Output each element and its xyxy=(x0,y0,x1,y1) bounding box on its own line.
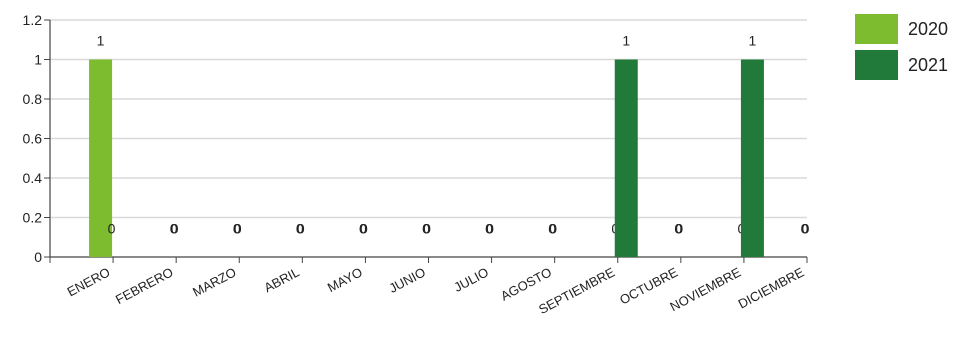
data-label: 0 xyxy=(801,221,809,237)
x-tick-label: NOVIEMBRE xyxy=(667,264,743,314)
data-label: 1 xyxy=(97,33,105,49)
data-label: 0 xyxy=(486,221,494,237)
bar-2021-noviembre xyxy=(740,59,764,257)
data-label: 0 xyxy=(108,221,116,237)
data-label: 0 xyxy=(234,221,242,237)
x-tick-label: FEBRERO xyxy=(113,264,176,307)
legend-label-2020: 2020 xyxy=(908,18,949,39)
data-label: 0 xyxy=(423,221,431,237)
y-tick-label: 0.8 xyxy=(23,91,43,107)
x-tick-label: MARZO xyxy=(190,264,238,299)
legend-label-2021: 2021 xyxy=(908,54,949,75)
legend-swatch-2020 xyxy=(855,14,898,44)
data-label: 0 xyxy=(802,221,810,237)
legend-item-2020: 2020 xyxy=(855,14,948,44)
y-tick-label: 0 xyxy=(34,249,42,265)
data-label: 0 xyxy=(549,221,557,237)
y-tick-label: 0.4 xyxy=(23,170,43,186)
data-label: 0 xyxy=(297,221,305,237)
x-tick-label: DICIEMBRE xyxy=(736,264,807,311)
x-tick-label: ENERO xyxy=(65,264,113,299)
data-label: 0 xyxy=(233,221,241,237)
y-tick-label: 0.6 xyxy=(23,131,43,147)
chart-legend: 2020 2021 xyxy=(855,14,948,86)
bar-2020-enero xyxy=(89,59,113,257)
bar-2021-septiembre xyxy=(614,59,638,257)
legend-swatch-2021 xyxy=(855,50,898,80)
data-label: 0 xyxy=(171,221,179,237)
data-label: 0 xyxy=(360,221,368,237)
data-label: 0 xyxy=(170,221,178,237)
x-tick-label: JULIO xyxy=(451,264,491,295)
y-tick-label: 1 xyxy=(34,52,42,68)
data-label: 0 xyxy=(675,221,683,237)
data-label: 0 xyxy=(359,221,367,237)
legend-item-2021: 2021 xyxy=(855,50,948,80)
data-label: 0 xyxy=(422,221,430,237)
x-tick-label: MAYO xyxy=(325,264,365,295)
data-label: 1 xyxy=(622,33,630,49)
data-label: 1 xyxy=(749,33,757,49)
data-label: 0 xyxy=(674,221,682,237)
x-tick-label: JUNIO xyxy=(386,264,427,296)
x-tick-label: ABRIL xyxy=(262,264,302,295)
y-tick-label: 1.2 xyxy=(23,12,43,28)
y-tick-label: 0.2 xyxy=(23,210,43,226)
data-label: 0 xyxy=(296,221,304,237)
data-label: 0 xyxy=(485,221,493,237)
data-label: 0 xyxy=(548,221,556,237)
